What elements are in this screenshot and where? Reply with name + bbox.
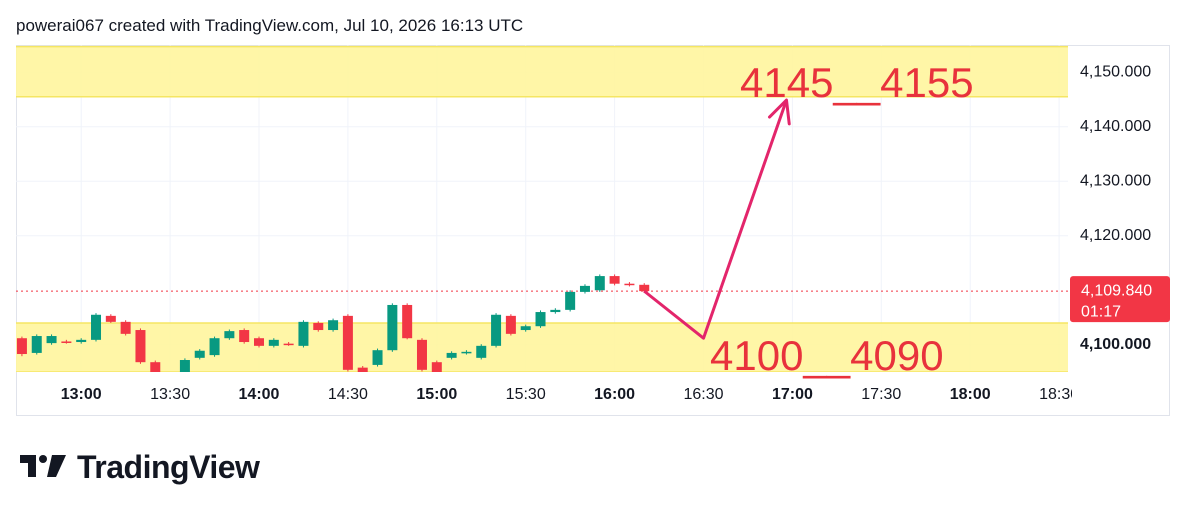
x-tick-label: 18:00: [950, 386, 991, 403]
x-tick-label: 15:30: [506, 386, 546, 403]
candle-body: [505, 315, 516, 334]
candle-body: [91, 314, 102, 340]
candle-body: [120, 321, 131, 334]
x-tick-label: 16:00: [594, 386, 635, 403]
candle-body: [609, 276, 620, 284]
candle-body: [594, 276, 605, 291]
zone-label: 4145__4155: [740, 59, 974, 106]
candle-body: [446, 352, 457, 358]
x-tick-label: 14:00: [239, 386, 280, 403]
candle-body: [61, 341, 72, 343]
candle-body: [624, 283, 635, 286]
candle-body: [76, 339, 87, 343]
candle-body: [520, 326, 531, 331]
y-tick-label: 4,100.000: [1080, 336, 1151, 353]
candle-body: [328, 320, 339, 331]
y-tick-label: 4,120.000: [1080, 227, 1151, 244]
candle-body: [357, 367, 368, 372]
x-tick-label: 13:30: [150, 386, 190, 403]
candle-body: [105, 315, 116, 322]
candle-body: [253, 338, 264, 346]
candle-body: [239, 330, 250, 343]
zone-label: 4100__4090: [710, 332, 944, 379]
header-text: powerai067 created with TradingView.com,…: [16, 16, 523, 35]
x-tick-label: 13:00: [61, 386, 102, 403]
brand-name: TradingView: [77, 449, 260, 485]
projection-arrow: [643, 99, 788, 340]
candle-body: [268, 339, 279, 346]
x-tick-label: 18:30: [1039, 386, 1079, 403]
candle-body: [431, 362, 442, 372]
y-tick-label: 4,130.000: [1080, 172, 1151, 189]
candle-body: [565, 291, 576, 310]
candle-body: [194, 350, 205, 358]
countdown-label: 01:17: [1081, 303, 1121, 320]
x-tick-label: 16:30: [683, 386, 723, 403]
candle-body: [402, 304, 413, 339]
x-tick-label: 14:30: [328, 386, 368, 403]
candle-body: [298, 321, 309, 346]
arrow-head: [768, 98, 791, 126]
candle-body: [209, 338, 220, 356]
candle-body: [535, 312, 546, 327]
candle-body: [639, 284, 650, 292]
brand-logo: [20, 455, 66, 477]
last-price-badge: [1070, 276, 1170, 323]
y-tick-label: 4,150.000: [1080, 63, 1151, 80]
candle-body: [46, 336, 57, 344]
x-tick-label: 17:30: [861, 386, 901, 403]
candle-body: [579, 285, 590, 292]
candle-body: [283, 343, 294, 346]
candle-body: [16, 338, 27, 355]
zone: [16, 322, 1068, 372]
candle-body: [313, 322, 324, 331]
last-price-label: 4,109.840: [1081, 282, 1152, 299]
candle-body: [387, 304, 398, 351]
candle-body: [416, 339, 427, 370]
x-axis: 13:00 13:30 14:00 14:30 15:00 15:30 16:00 16:30…: [61, 386, 1079, 403]
candle-body: [372, 350, 383, 365]
candle-body: [550, 309, 561, 313]
x-tick-label: 17:00: [772, 386, 813, 403]
candle-body: [135, 330, 146, 363]
candle-body: [31, 336, 42, 353]
candle-body: [224, 331, 235, 339]
zone: [16, 46, 1068, 97]
candle-body: [491, 314, 502, 346]
candle-body: [179, 360, 190, 372]
candle-body: [150, 362, 161, 372]
chart-frame: [16, 45, 1170, 416]
candle-body: [461, 351, 472, 354]
y-tick-label: 4,140.000: [1080, 118, 1151, 135]
x-tick-label: 15:00: [416, 386, 457, 403]
candle-body: [342, 315, 353, 370]
candle-body: [476, 345, 487, 358]
plot-area: [16, 45, 1068, 372]
